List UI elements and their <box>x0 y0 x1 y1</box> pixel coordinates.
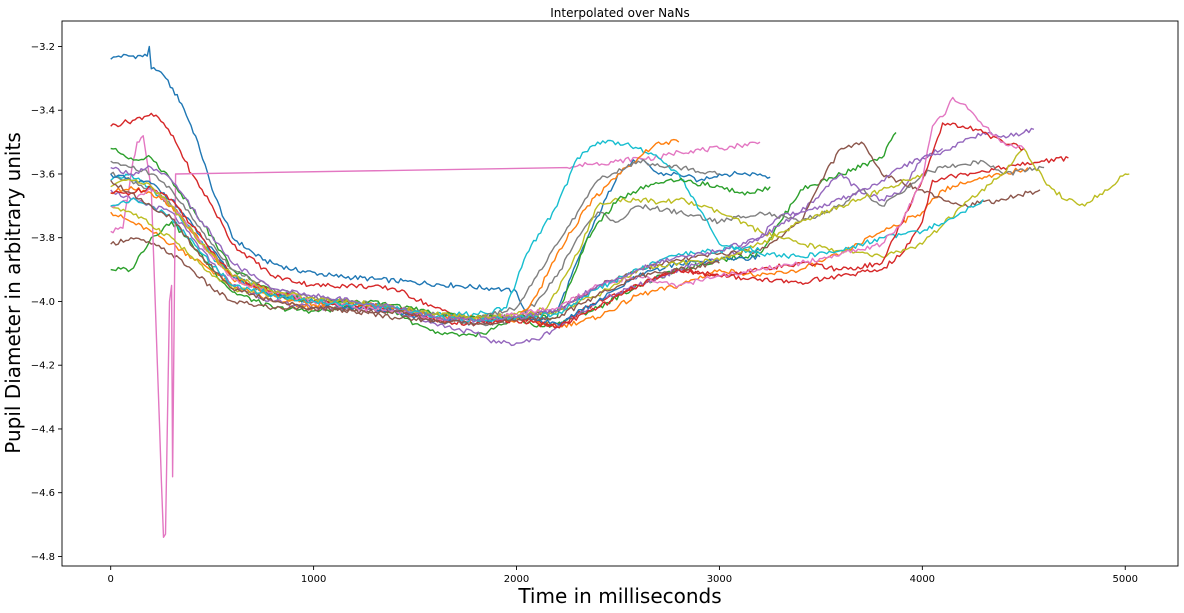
series-line-7 <box>110 134 761 538</box>
y-tick-label: −3.2 <box>31 42 55 53</box>
y-tick-label: −3.8 <box>31 233 55 244</box>
series-line-19 <box>110 147 944 323</box>
chart-title: Interpolated over NaNs <box>550 6 689 20</box>
x-tick-label: 0 <box>108 574 114 585</box>
y-tick-label: −3.6 <box>31 169 55 180</box>
x-axis-title: Time in milliseconds <box>517 584 721 608</box>
series-line-20 <box>110 179 720 326</box>
series-line-3 <box>110 132 897 338</box>
x-axis: 0 1000 2000 3000 4000 5000 <box>108 566 1138 585</box>
y-tick-label: −4.0 <box>31 297 55 308</box>
y-tick-label: −3.4 <box>31 106 55 117</box>
y-tick-label: −4.6 <box>31 488 55 499</box>
x-tick-label: 3000 <box>707 574 732 585</box>
y-tick-label: −4.2 <box>31 361 55 372</box>
series-line-10 <box>110 139 984 318</box>
x-tick-label: 1000 <box>301 574 326 585</box>
x-tick-label: 4000 <box>910 574 935 585</box>
y-axis-title: Pupil Diameter in arbitrary units <box>1 132 25 454</box>
series-layer <box>110 45 1130 538</box>
y-tick-label: −4.8 <box>31 552 55 563</box>
y-axis: −3.2 −3.4 −3.6 −3.8 −4.0 −4.2 −4.4 −4.6 −4.8 <box>31 42 62 563</box>
y-tick-label: −4.4 <box>31 424 55 435</box>
x-tick-label: 5000 <box>1113 574 1138 585</box>
series-line-16 <box>110 158 720 320</box>
series-line-6 <box>110 141 1041 324</box>
plot-frame <box>61 20 1179 567</box>
series-line-4 <box>110 112 1069 328</box>
series-line-1 <box>110 45 771 322</box>
x-tick-label: 2000 <box>504 574 529 585</box>
